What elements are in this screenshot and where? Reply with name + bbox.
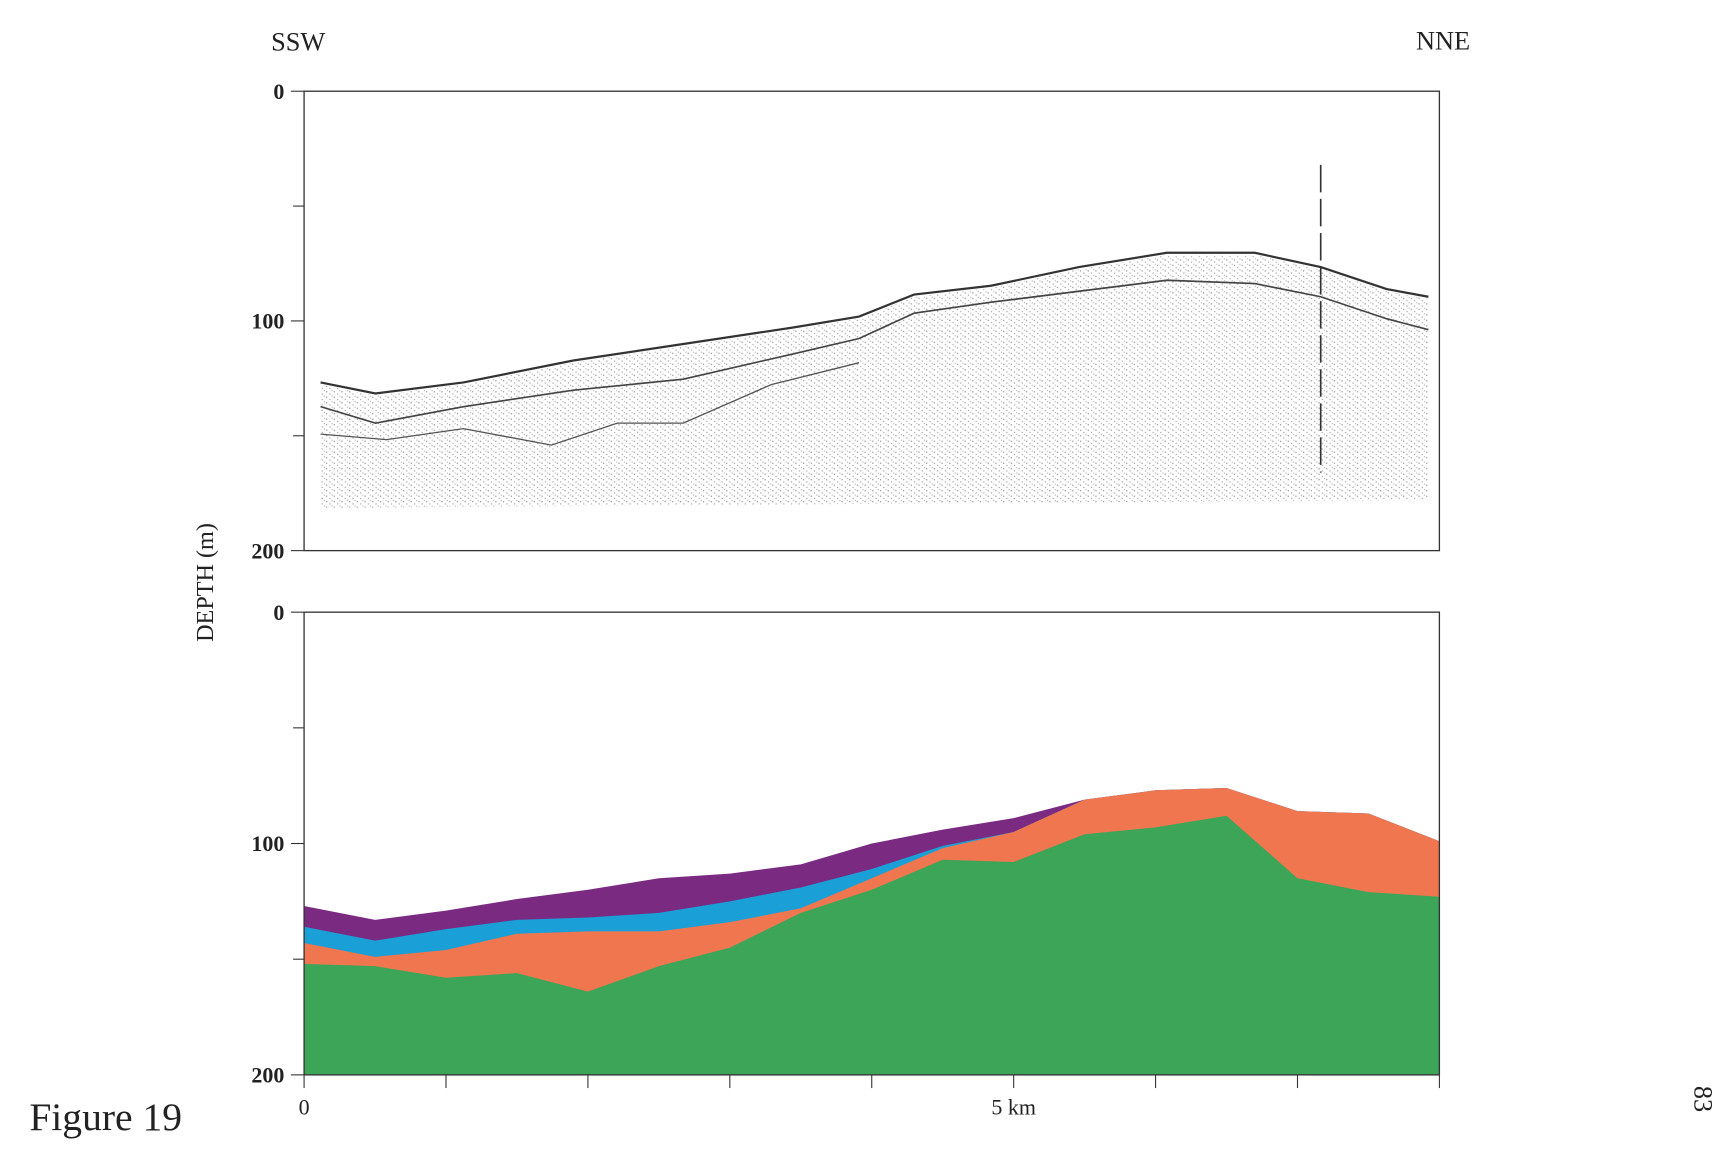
y-tick-label: 200 xyxy=(251,1063,284,1088)
figure-page: Figure 19 83 SSW NNE 0 100 200 0 5 km DEPTH (m) 0 1… xyxy=(0,0,1727,1154)
x-tick-label: 0 xyxy=(299,1094,310,1119)
direction-label: NNE xyxy=(1416,26,1470,55)
y-axis-label: DEPTH (m) xyxy=(192,523,219,642)
y-tick-label: 100 xyxy=(251,831,284,856)
direction-label: SSW xyxy=(271,28,325,57)
y-tick-label: 0 xyxy=(273,79,284,104)
x-tick-label: 5 km xyxy=(991,1094,1036,1119)
figure-label: Figure 19 xyxy=(29,1095,182,1139)
seismic-image xyxy=(321,165,1429,508)
y-tick-label: 200 xyxy=(251,538,284,563)
y-tick-label: 0 xyxy=(273,600,284,625)
page-number: 83 xyxy=(1688,1086,1717,1112)
y-tick-label: 100 xyxy=(251,309,284,334)
